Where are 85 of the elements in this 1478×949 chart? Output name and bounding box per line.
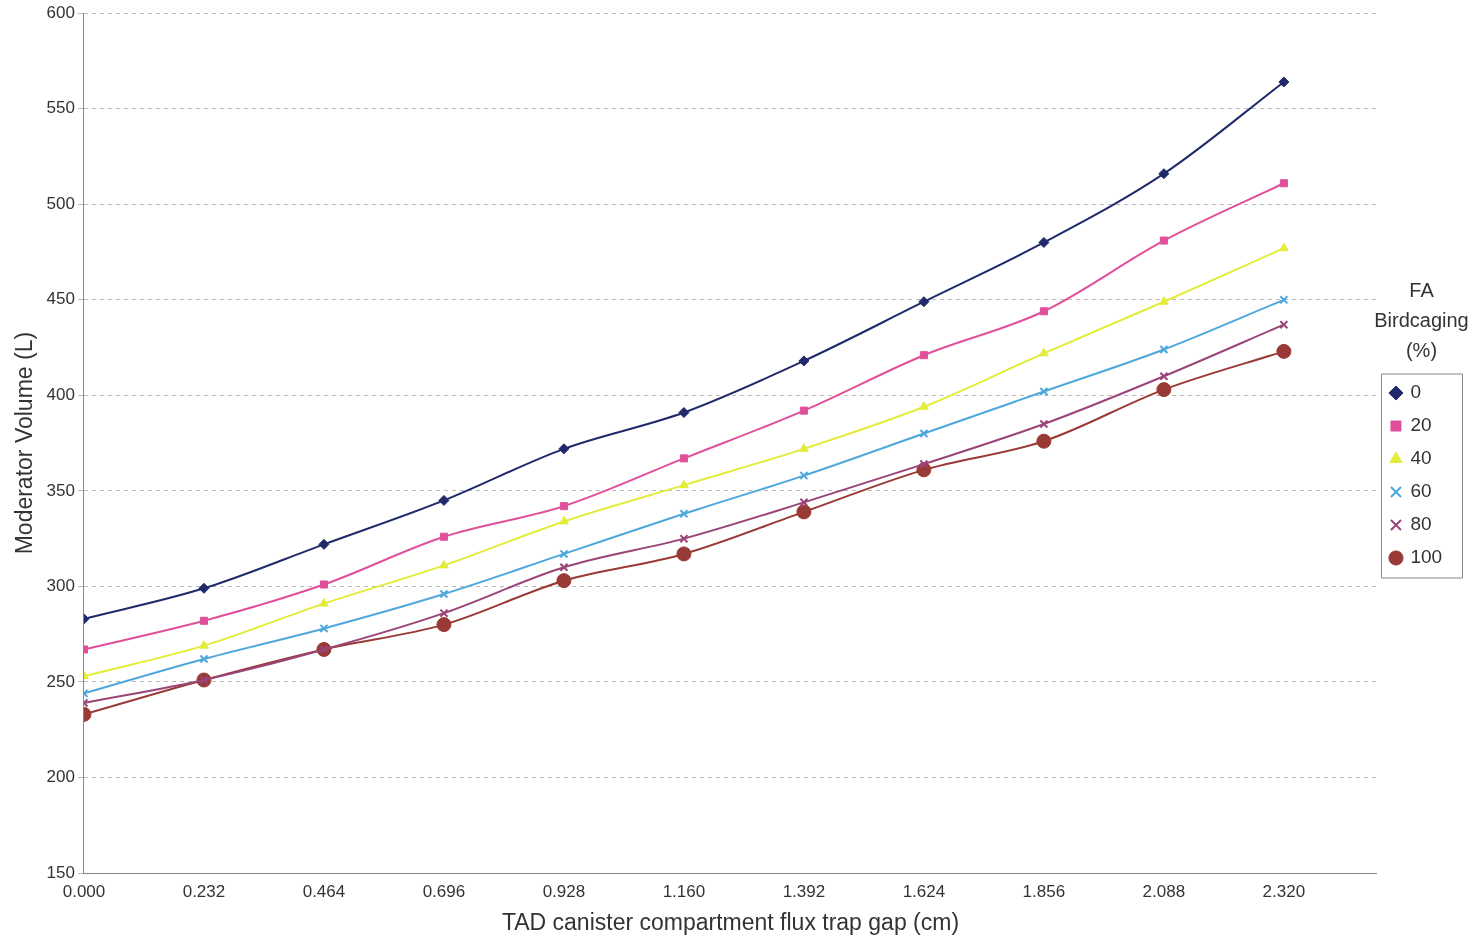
x-axis-title: TAD canister compartment flux trap gap (cm)	[501, 908, 960, 935]
legend-label: 80	[1410, 513, 1448, 535]
point	[1276, 343, 1292, 359]
x-tick-label: 2.320	[1262, 881, 1306, 901]
point	[799, 471, 809, 481]
point	[559, 515, 569, 525]
legend-label: 100	[1410, 546, 1459, 568]
point	[1039, 386, 1049, 397]
legend-label: 20	[1410, 414, 1448, 436]
y-tick-label: 150	[46, 862, 75, 882]
x-tick-label: 1.624	[902, 881, 946, 901]
point	[679, 534, 689, 544]
y-tick-label: 300	[46, 576, 75, 596]
point	[1038, 236, 1050, 248]
point	[318, 538, 330, 550]
point	[679, 479, 689, 489]
point	[436, 617, 452, 633]
point	[556, 573, 572, 589]
point	[439, 589, 449, 599]
x-tick-label: 0.696	[422, 881, 466, 901]
x-tick-label: 1.392	[782, 881, 826, 901]
x-tick-label: 1.856	[1022, 881, 1066, 901]
point	[319, 598, 329, 607]
legend-label: 0	[1410, 381, 1437, 403]
point	[676, 546, 692, 562]
y-axis-title: Moderator Volume (L)	[11, 331, 38, 555]
point	[918, 296, 930, 308]
point	[796, 504, 812, 520]
point	[919, 401, 929, 410]
y-tick-label: 350	[46, 480, 75, 500]
point	[199, 654, 209, 664]
point	[199, 616, 208, 625]
point	[1279, 320, 1289, 330]
y-tick-label: 600	[46, 2, 75, 22]
point	[1158, 168, 1170, 180]
point	[679, 454, 688, 463]
point	[559, 549, 569, 559]
x-tick-label: 0.464	[302, 881, 346, 901]
x-tick-label: 2.088	[1142, 881, 1186, 901]
point	[439, 559, 449, 569]
point	[319, 623, 329, 633]
point	[1036, 433, 1052, 449]
y-tick-label: 450	[46, 289, 75, 309]
point	[439, 608, 449, 618]
point	[1159, 236, 1168, 245]
y-tick-label: 550	[46, 98, 75, 118]
point	[799, 406, 808, 415]
legend-label: 40	[1410, 447, 1448, 469]
point	[1278, 76, 1290, 88]
point	[1279, 179, 1288, 188]
point	[798, 355, 810, 367]
point	[559, 502, 568, 511]
point	[919, 351, 928, 360]
legend-label: 60	[1410, 480, 1448, 502]
point	[1159, 371, 1169, 381]
point	[439, 532, 448, 541]
point	[919, 459, 929, 469]
point	[558, 443, 570, 455]
y-tick-label: 250	[46, 671, 75, 691]
point	[199, 640, 209, 649]
x-tick-label: 0.232	[182, 881, 226, 901]
point	[1039, 307, 1048, 316]
y-tick-label: 500	[46, 193, 75, 213]
point	[198, 582, 210, 594]
point	[559, 562, 569, 572]
point	[319, 580, 328, 589]
point	[1279, 242, 1289, 252]
y-tick-label: 400	[46, 385, 75, 405]
legend-title: FA Birdcaging (%)	[1374, 279, 1469, 362]
point	[1159, 344, 1169, 355]
point	[1039, 419, 1049, 429]
point	[678, 407, 690, 419]
x-tick-label: 0.928	[542, 881, 586, 901]
point	[799, 443, 809, 452]
x-tick-label: 0.000	[62, 881, 106, 901]
point	[799, 497, 809, 507]
point	[438, 494, 450, 506]
point	[1279, 295, 1289, 305]
point	[1159, 296, 1169, 305]
y-tick-label: 200	[46, 767, 75, 787]
point	[1156, 382, 1172, 398]
x-tick-label: 1.160	[662, 881, 706, 901]
point	[1039, 347, 1049, 357]
point	[679, 509, 689, 519]
point	[919, 429, 929, 439]
